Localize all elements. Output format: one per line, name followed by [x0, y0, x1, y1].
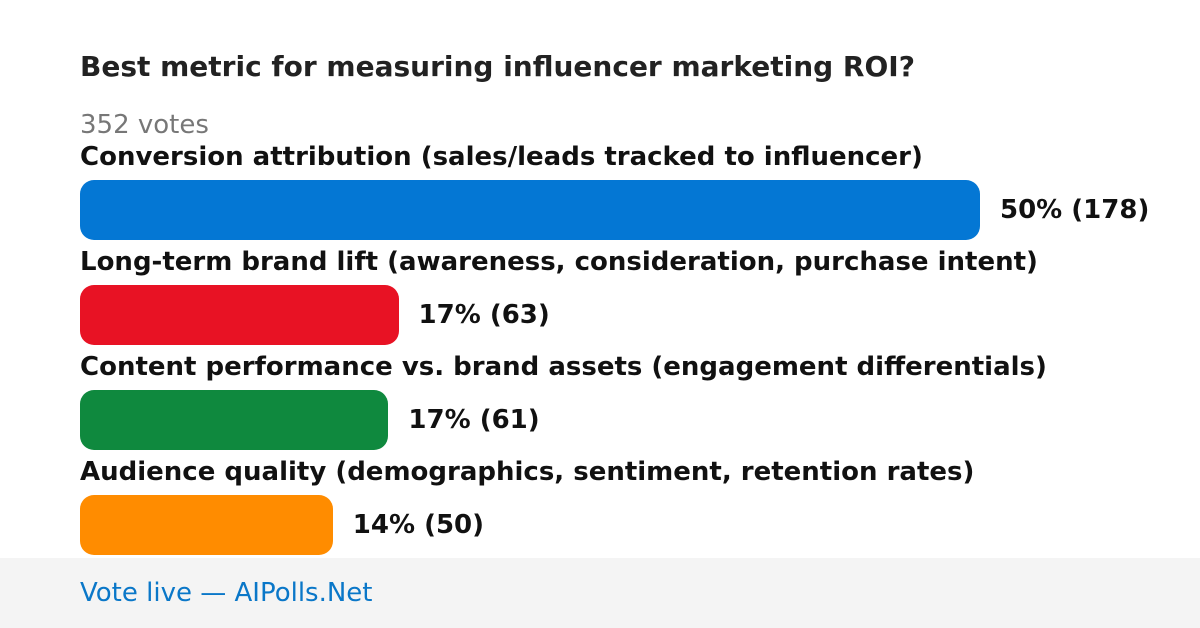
vote-count: 352 votes — [80, 110, 209, 140]
value-label: 17% (63) — [418, 300, 550, 330]
option-label: Content performance vs. brand assets (en… — [80, 352, 1047, 382]
footer — [0, 558, 1200, 628]
option-label: Conversion attribution (sales/leads trac… — [80, 142, 923, 172]
bar — [80, 495, 333, 555]
value-label: 14% (50) — [352, 510, 485, 540]
value-label: 17% (61) — [408, 405, 540, 435]
option-label: Audience quality (demographics, sentimen… — [80, 457, 975, 487]
bar — [80, 390, 389, 450]
bar — [80, 285, 399, 345]
option-label: Long-term brand lift (awareness, conside… — [80, 247, 1038, 277]
footer-link[interactable]: Vote live — AIPolls.Net — [80, 578, 373, 608]
bar — [80, 180, 980, 240]
value-label: 50% (178) — [1000, 195, 1150, 225]
poll-title: Best metric for measuring influencer mar… — [80, 50, 915, 83]
